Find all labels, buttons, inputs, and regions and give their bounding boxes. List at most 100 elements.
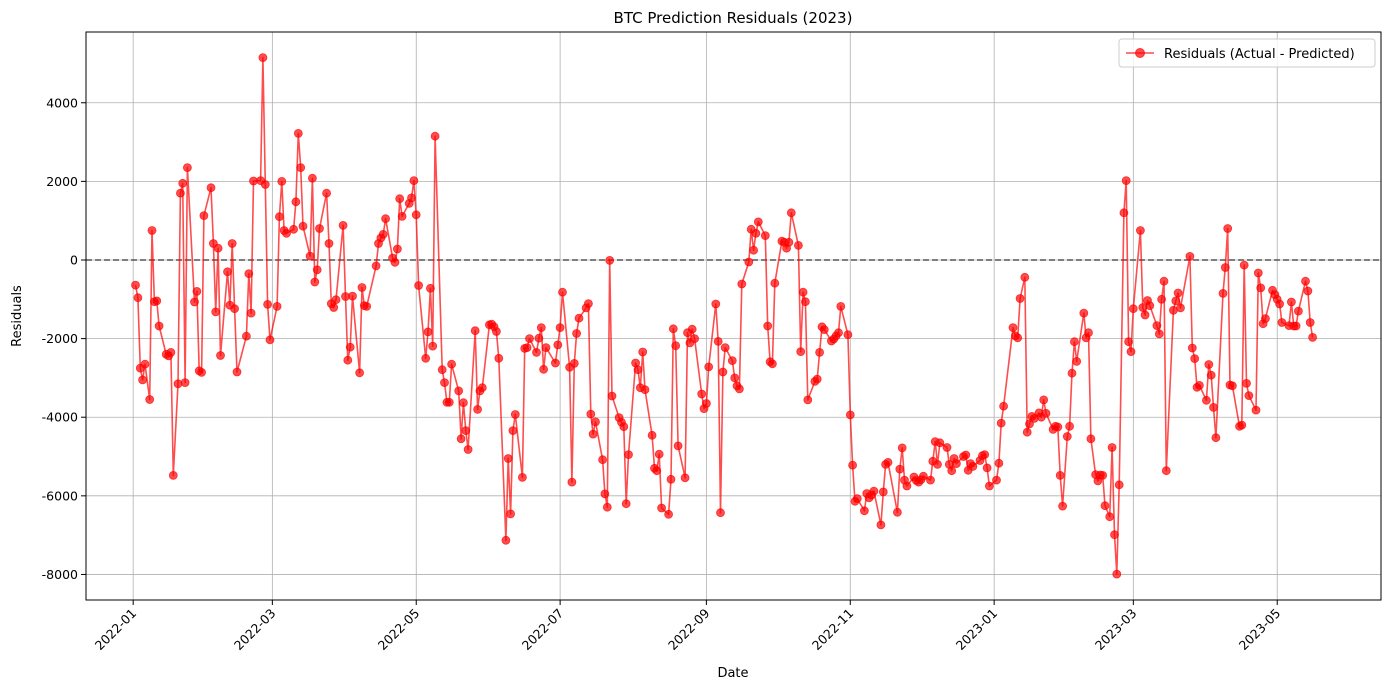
data-point [1098, 470, 1108, 480]
data-point [1070, 337, 1079, 347]
data-point [244, 269, 254, 279]
data-point [980, 450, 990, 460]
data-point [961, 450, 971, 460]
data-point [893, 507, 902, 517]
data-point [607, 391, 617, 401]
data-point [1140, 310, 1150, 320]
y-tick-label: 0 [70, 252, 78, 267]
data-point [680, 473, 690, 483]
data-point [463, 445, 473, 454]
data-point [902, 481, 912, 491]
data-point [1173, 288, 1183, 298]
data-point [1251, 405, 1261, 415]
data-point [567, 477, 577, 487]
data-point [935, 438, 945, 448]
data-point [845, 410, 855, 420]
x-tick-label: 2022-03 [231, 606, 279, 654]
data-point [503, 454, 513, 463]
data-point [551, 358, 560, 368]
data-point [173, 379, 183, 389]
data-point [697, 389, 707, 399]
data-point [812, 374, 822, 384]
x-tick-label: 2022-11 [809, 606, 857, 654]
data-point [553, 340, 563, 350]
data-point [216, 351, 225, 360]
data-point [671, 341, 681, 351]
data-point [843, 330, 853, 340]
data-point [1228, 381, 1237, 391]
data-point [994, 458, 1004, 468]
data-point [796, 347, 806, 357]
data-point [1008, 323, 1018, 333]
data-point [289, 224, 299, 234]
data-point [1067, 368, 1077, 378]
data-point [834, 328, 843, 338]
data-point [730, 373, 740, 383]
data-point [440, 378, 449, 388]
data-point [1128, 304, 1138, 314]
data-point [274, 212, 284, 222]
data-point [1253, 268, 1263, 278]
x-tick-label: 2022-07 [519, 606, 567, 654]
data-point [293, 128, 303, 138]
data-point [718, 367, 728, 377]
data-point [246, 308, 256, 318]
data-point [1187, 343, 1197, 353]
data-point [992, 475, 1001, 485]
series-line [134, 56, 1314, 575]
data-point [1053, 422, 1063, 432]
data-point [652, 466, 662, 476]
plot-area-frame [85, 31, 1382, 601]
data-point [291, 197, 301, 207]
data-point [1058, 501, 1067, 511]
data-point [1303, 286, 1313, 296]
data-point [704, 362, 714, 372]
data-point [598, 455, 607, 465]
data-point [536, 323, 546, 333]
data-point [322, 188, 332, 198]
data-point [819, 325, 829, 335]
chart-title: BTC Prediction Residuals (2023) [614, 9, 853, 27]
data-point [223, 267, 232, 277]
y-tick-label: -8000 [42, 567, 78, 582]
data-point [508, 426, 518, 436]
y-axis-label: Residuals [10, 285, 25, 347]
data-point [197, 367, 207, 377]
data-point [876, 520, 886, 530]
data-point [1287, 297, 1296, 307]
data-point [1242, 378, 1251, 388]
data-point [477, 383, 487, 393]
data-point [182, 163, 192, 173]
data-point [305, 251, 315, 261]
data-point [355, 368, 365, 378]
data-point [345, 342, 355, 352]
legend-marker-sample [1135, 48, 1145, 58]
data-point [430, 131, 440, 141]
data-point [447, 359, 457, 369]
data-point [1244, 391, 1254, 401]
x-tick-label: 2023-05 [1236, 606, 1284, 654]
data-point [296, 163, 306, 173]
data-point [895, 464, 905, 474]
data-point [456, 434, 466, 444]
data-point [1105, 512, 1115, 522]
data-point [933, 459, 942, 469]
data-point [687, 324, 697, 334]
data-point [784, 237, 794, 247]
data-point [803, 395, 813, 405]
data-point [1110, 530, 1119, 540]
data-point [1015, 294, 1025, 303]
data-point [282, 228, 291, 238]
data-point [836, 301, 846, 311]
data-point [852, 494, 862, 504]
data-point [152, 296, 162, 306]
data-point [942, 443, 952, 452]
data-point [534, 333, 544, 343]
y-tick-label: -6000 [42, 488, 78, 503]
data-point [166, 347, 176, 357]
data-point [140, 359, 150, 369]
data-point [1124, 337, 1133, 347]
data-point [510, 410, 520, 419]
data-point [1145, 301, 1155, 311]
